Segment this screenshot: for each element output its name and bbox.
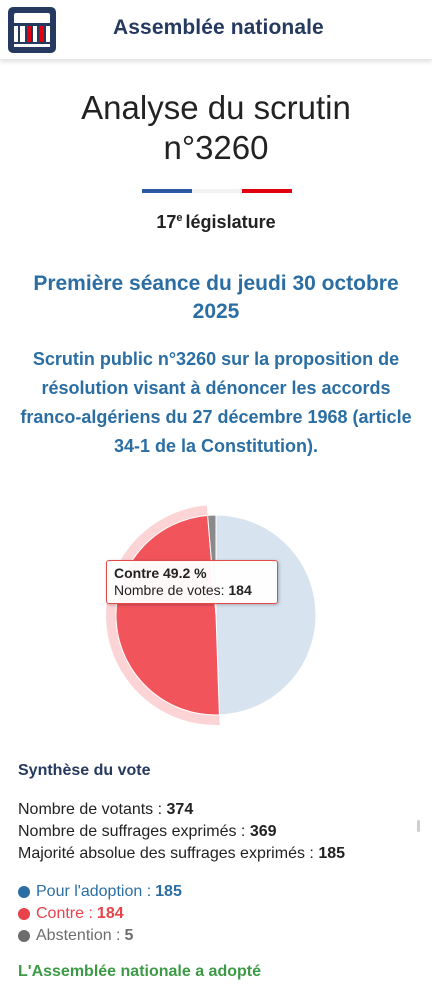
vote-legend: Pour l'adoption :185 Contre :184 Abstent…: [18, 881, 182, 947]
chart-tooltip: Contre 49.2 % Nombre de votes: 184: [106, 560, 278, 604]
site-title[interactable]: Assemblée nationale: [113, 16, 324, 39]
legend-abstention[interactable]: Abstention :5: [18, 925, 182, 947]
contre-dot-icon: [18, 908, 30, 920]
logo-dome: [14, 13, 50, 23]
vote-result: L'Assemblée nationale a adopté: [18, 963, 261, 980]
abstention-dot-icon: [18, 930, 30, 942]
scrutin-description: Scrutin public n°3260 sur la proposition…: [20, 349, 412, 456]
tooltip-label: Contre 49.2 %: [114, 565, 207, 581]
synthese-stats: Nombre de votants : 374 Nombre de suffra…: [18, 799, 345, 865]
tooltip-count-value: 184: [228, 582, 252, 598]
votants-row: Nombre de votants : 374: [18, 801, 194, 818]
logo-base: [14, 44, 50, 47]
logo-columns: [14, 26, 50, 42]
pie-slice-pour-l-adoption[interactable]: [215, 514, 317, 716]
legislature-label: 17e législature: [156, 212, 276, 232]
synthese-title: Synthèse du vote: [18, 762, 151, 779]
vote-pie-chart[interactable]: [96, 495, 336, 735]
page-title-line1: Analyse du scrutin: [81, 89, 351, 126]
assemblee-logo-icon[interactable]: [8, 7, 56, 53]
tricolor-red: [242, 189, 292, 193]
majorite-row: Majorité absolue des suffrages exprimés …: [18, 845, 346, 862]
scrollbar-thumb[interactable]: [417, 820, 420, 832]
exprimes-row: Nombre de suffrages exprimés : 369: [18, 823, 277, 840]
legend-pour[interactable]: Pour l'adoption :185: [18, 881, 182, 903]
tooltip-count-label: Nombre de votes:: [114, 582, 225, 598]
tricolor-blue: [142, 189, 192, 193]
top-bar: Assemblée nationale: [0, 0, 432, 60]
legend-contre[interactable]: Contre :184: [18, 903, 182, 925]
tricolor-divider: [142, 189, 292, 193]
pour-dot-icon: [18, 886, 30, 898]
page-title-line2: n°3260: [163, 129, 269, 166]
tricolor-white: [192, 189, 242, 193]
page-title: Analyse du scrutin n°3260: [0, 88, 432, 168]
seance-heading: Première séance du jeudi 30 octobre 2025: [33, 272, 399, 323]
